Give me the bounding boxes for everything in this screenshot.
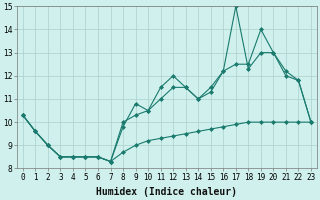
X-axis label: Humidex (Indice chaleur): Humidex (Indice chaleur) xyxy=(96,187,237,197)
